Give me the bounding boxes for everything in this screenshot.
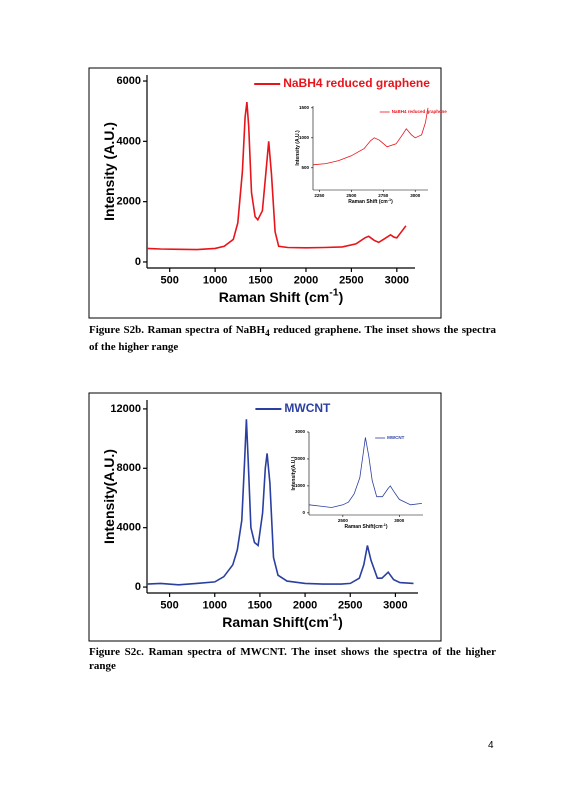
- x-tick-label: 3000: [394, 518, 405, 523]
- legend-label: MWCNT: [284, 401, 331, 415]
- y-axis-label: Intensity (A.U.): [295, 130, 301, 166]
- legend-label: MWCNT: [387, 435, 404, 440]
- x-axis-label-sup: -1: [388, 198, 391, 202]
- y-tick-label: 500: [301, 165, 309, 170]
- caption-text: reduced graphene. The inset shows the sp…: [89, 324, 496, 354]
- x-tick-label: 2000: [293, 600, 317, 612]
- y-tick-label: 4000: [117, 135, 141, 147]
- x-tick-label: 2500: [338, 518, 349, 523]
- x-axis-label: Raman Shift(cm-1): [344, 523, 387, 530]
- x-tick-label: 500: [160, 600, 178, 612]
- y-axis-label: Intensity (A.U.): [101, 122, 117, 221]
- y-tick-label: 1000: [295, 483, 306, 488]
- caption: Figure S2c. Raman spectra of MWCNT. The …: [89, 645, 496, 673]
- x-axis-label-part: Raman Shift(cm: [222, 614, 329, 630]
- x-axis-label: Raman Shift (cm-1): [219, 286, 343, 305]
- x-axis-label-sup: -1: [329, 611, 338, 623]
- x-axis-label: Raman Shift(cm-1): [222, 611, 343, 630]
- x-axis-label-part: Raman Shift(cm: [344, 525, 383, 531]
- legend-label: NaBH4 reduced graphene: [392, 109, 448, 114]
- x-axis-label-sup: -1: [383, 523, 386, 527]
- x-tick-label: 3000: [385, 275, 409, 287]
- y-axis-label: Intensity(A.U.): [101, 449, 117, 544]
- x-tick-label: 1000: [203, 600, 227, 612]
- x-tick-label: 2500: [346, 193, 357, 198]
- x-tick-label: 3000: [410, 193, 421, 198]
- x-tick-label: 2750: [378, 193, 389, 198]
- caption: Figure S2b. Raman spectra of NaBH4 reduc…: [89, 323, 496, 354]
- page-number: 4: [488, 740, 494, 751]
- y-tick-label: 8000: [117, 462, 141, 474]
- y-axis-label: Intensity(A.U.): [291, 456, 297, 490]
- legend-label: NaBH4 reduced graphene: [283, 76, 430, 90]
- y-tick-label: 0: [135, 256, 141, 268]
- x-axis-label-part: Raman Shift (cm: [219, 289, 329, 305]
- x-tick-label: 1000: [203, 275, 227, 287]
- x-tick-label: 3000: [383, 600, 407, 612]
- x-axis-label-part: ): [338, 614, 343, 630]
- x-axis-label-part: ): [386, 525, 388, 531]
- y-tick-label: 6000: [117, 75, 141, 87]
- caption-text: Figure S2c. Raman spectra of MWCNT. The …: [89, 646, 496, 672]
- x-axis-label: Raman Shift (cm-1): [348, 198, 393, 205]
- x-axis-label-part: Raman Shift (cm: [348, 200, 388, 206]
- figure-frame: [88, 67, 442, 319]
- y-tick-label: 1000: [299, 135, 310, 140]
- y-tick-label: 1500: [299, 105, 310, 110]
- x-tick-label: 2250: [314, 193, 325, 198]
- x-axis-label-part: ): [391, 200, 393, 206]
- x-tick-label: 2000: [294, 275, 318, 287]
- y-tick-label: 0: [302, 510, 305, 515]
- spectrum-line: [312, 107, 429, 166]
- x-tick-label: 2500: [338, 600, 362, 612]
- y-tick-label: 2000: [117, 196, 141, 208]
- x-axis-label-sup: -1: [329, 286, 338, 298]
- caption-subscript: 4: [265, 328, 270, 339]
- spectrum-line: [308, 437, 422, 508]
- figure-frame: [88, 392, 442, 642]
- y-tick-label: 0: [135, 581, 141, 593]
- x-tick-label: 1500: [248, 600, 272, 612]
- x-tick-label: 1500: [248, 275, 272, 287]
- y-tick-label: 12000: [110, 403, 141, 415]
- x-tick-label: 500: [161, 275, 179, 287]
- y-tick-label: 4000: [117, 522, 141, 534]
- caption-text: Figure S2b. Raman spectra of NaBH: [89, 324, 266, 336]
- spectrum-line: [146, 419, 414, 586]
- y-tick-label: 3000: [295, 429, 306, 434]
- x-tick-label: 2500: [339, 275, 363, 287]
- x-axis-label-part: ): [339, 289, 344, 305]
- spectrum-line: [146, 102, 407, 251]
- y-tick-label: 2000: [295, 456, 306, 461]
